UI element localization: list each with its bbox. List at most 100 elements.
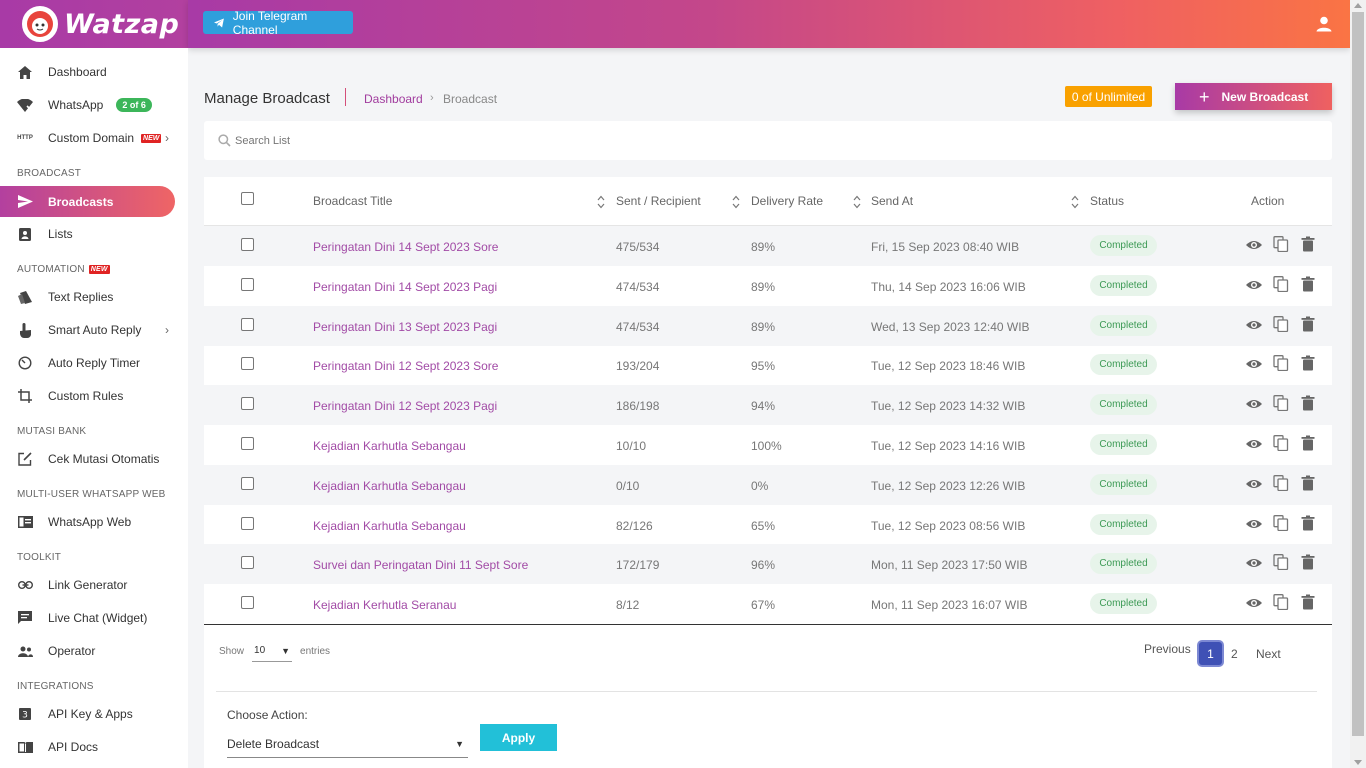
logo[interactable]: Watzap	[0, 0, 188, 48]
view-eye-icon[interactable]	[1246, 237, 1262, 253]
row-checkbox[interactable]	[241, 238, 254, 251]
search-input[interactable]	[235, 134, 535, 147]
sidebar-item-cek-mutasi[interactable]: Cek Mutasi Otomatis	[0, 444, 175, 474]
delete-trash-icon[interactable]	[1300, 475, 1316, 491]
delete-trash-icon[interactable]	[1300, 594, 1316, 610]
broadcast-title-link[interactable]: Peringatan Dini 12 Sept 2023 Pagi	[313, 399, 498, 414]
column-header-title[interactable]: Broadcast Title	[313, 194, 393, 208]
broadcast-title-link[interactable]: Peringatan Dini 12 Sept 2023 Sore	[313, 359, 499, 374]
select-all-checkbox[interactable]	[241, 192, 254, 205]
row-checkbox[interactable]	[241, 437, 254, 450]
delivery-rate: 100%	[751, 439, 782, 453]
entries-select[interactable]: 10 ▼	[252, 640, 293, 662]
broadcast-title-link[interactable]: Kejadian Kerhutla Seranau	[313, 598, 457, 613]
sidebar-item-link-generator[interactable]: Link Generator	[0, 570, 175, 600]
scroll-up-arrow-icon[interactable]	[1354, 3, 1362, 8]
copy-icon[interactable]	[1273, 554, 1289, 571]
view-eye-icon[interactable]	[1246, 277, 1262, 293]
sidebar-item-custom-rules[interactable]: Custom Rules	[0, 381, 175, 411]
view-eye-icon[interactable]	[1246, 317, 1262, 333]
row-checkbox[interactable]	[241, 516, 254, 530]
join-telegram-button[interactable]: Join Telegram Channel	[203, 9, 353, 37]
table-row: Peringatan Dini 14 Sept 2023 Sore 475/534…	[204, 226, 1332, 266]
broadcast-title-link[interactable]: Survei dan Peringatan Dini 11 Sept Sore	[313, 558, 529, 573]
delete-trash-icon[interactable]	[1300, 395, 1316, 411]
sidebar-item-auto-reply-timer[interactable]: Auto Reply Timer	[0, 348, 175, 378]
sidebar-item-smart-auto-reply[interactable]: Smart Auto Reply ›	[0, 315, 175, 345]
row-checkbox[interactable]	[241, 357, 254, 371]
column-header-send-at[interactable]: Send At	[871, 194, 914, 208]
row-checkbox[interactable]	[241, 317, 254, 331]
copy-icon[interactable]	[1273, 594, 1289, 611]
row-checkbox[interactable]	[241, 556, 254, 570]
copy-icon[interactable]	[1273, 315, 1289, 332]
pagination-next[interactable]: Next	[1256, 647, 1281, 661]
row-checkbox[interactable]	[241, 397, 254, 411]
row-checkbox[interactable]	[241, 596, 254, 610]
send-at: Tue, 12 Sep 2023 12:26 WIB	[871, 478, 1026, 493]
delete-trash-icon[interactable]	[1300, 316, 1316, 332]
sidebar-item-broadcasts[interactable]: Broadcasts	[0, 186, 175, 217]
delete-trash-icon[interactable]	[1300, 236, 1316, 252]
row-checkbox[interactable]	[241, 476, 254, 490]
copy-icon[interactable]	[1273, 275, 1289, 292]
sort-icon[interactable]	[853, 195, 861, 209]
delete-trash-icon[interactable]	[1300, 435, 1316, 451]
sidebar-item-operator[interactable]: Operator	[0, 636, 175, 666]
view-eye-icon[interactable]	[1246, 476, 1262, 492]
page-scrollbar[interactable]	[1350, 0, 1366, 768]
pagination-page-2[interactable]: 2	[1231, 647, 1238, 661]
user-account-icon[interactable]	[1314, 14, 1334, 34]
broadcast-title-link[interactable]: Kejadian Karhutla Sebangau	[313, 439, 466, 453]
copy-icon[interactable]	[1273, 474, 1289, 491]
sidebar-item-api-docs[interactable]: API Docs	[0, 732, 175, 762]
view-eye-icon[interactable]	[1246, 396, 1262, 412]
apply-button[interactable]: Apply	[480, 724, 557, 751]
sidebar-item-text-replies[interactable]: Text Replies	[0, 282, 175, 312]
sidebar-item-whatsapp[interactable]: WhatsApp 2 of 6	[0, 90, 175, 120]
new-broadcast-button[interactable]: + New Broadcast	[1175, 83, 1332, 110]
view-eye-icon[interactable]	[1246, 356, 1262, 372]
entries-select-value: 10	[254, 645, 266, 656]
delete-trash-icon[interactable]	[1300, 276, 1316, 292]
sort-icon[interactable]	[1071, 195, 1079, 209]
copy-icon[interactable]	[1273, 514, 1289, 531]
view-eye-icon[interactable]	[1246, 436, 1262, 452]
sidebar-item-api-key[interactable]: 3 API Key & Apps	[0, 699, 175, 729]
view-eye-icon[interactable]	[1246, 555, 1262, 571]
sidebar-item-dashboard[interactable]: Dashboard	[0, 57, 175, 87]
broadcast-title-link[interactable]: Peringatan Dini 14 Sept 2023 Pagi	[313, 279, 498, 294]
bulk-action-select[interactable]: Delete Broadcast ▼	[227, 730, 468, 758]
sidebar-item-label: Operator	[48, 644, 96, 658]
delete-trash-icon[interactable]	[1300, 355, 1316, 371]
breadcrumb-dashboard-link[interactable]: Dashboard	[364, 92, 423, 106]
sidebar-item-whatsapp-web[interactable]: WhatsApp Web	[0, 507, 175, 537]
view-eye-icon[interactable]	[1246, 595, 1262, 611]
scroll-down-arrow-icon[interactable]	[1354, 760, 1362, 765]
sort-icon[interactable]	[732, 195, 740, 209]
delete-trash-icon[interactable]	[1300, 515, 1316, 531]
broadcast-title-link[interactable]: Peringatan Dini 13 Sept 2023 Pagi	[313, 319, 498, 334]
view-eye-icon[interactable]	[1246, 516, 1262, 532]
scroll-thumb[interactable]	[1352, 12, 1364, 736]
top-bar: Join Telegram Channel	[188, 0, 1350, 48]
column-header-delivery-rate[interactable]: Delivery Rate	[751, 194, 824, 208]
sidebar-item-lists[interactable]: Lists	[0, 219, 175, 249]
group-icon	[17, 643, 33, 659]
sort-icon[interactable]	[597, 195, 605, 209]
sidebar-item-live-chat[interactable]: Live Chat (Widget)	[0, 603, 175, 633]
pagination-previous[interactable]: Previous	[1144, 642, 1191, 656]
copy-icon[interactable]	[1273, 395, 1289, 412]
copy-icon[interactable]	[1273, 435, 1289, 451]
sidebar-item-custom-domain[interactable]: HTTP Custom Domain NEW ›	[0, 123, 175, 153]
delete-trash-icon[interactable]	[1300, 554, 1316, 570]
title-divider	[345, 88, 346, 106]
copy-icon[interactable]	[1273, 236, 1289, 252]
broadcast-title-link[interactable]: Kejadian Karhutla Sebangau	[313, 518, 466, 533]
broadcast-title-link[interactable]: Kejadian Karhutla Sebangau	[313, 478, 466, 493]
broadcast-title-link[interactable]: Peringatan Dini 14 Sept 2023 Sore	[313, 240, 499, 254]
row-checkbox[interactable]	[241, 277, 254, 291]
copy-icon[interactable]	[1273, 355, 1289, 372]
column-header-sent[interactable]: Sent / Recipient	[616, 194, 701, 208]
pagination-page-1[interactable]: 1	[1199, 642, 1222, 665]
